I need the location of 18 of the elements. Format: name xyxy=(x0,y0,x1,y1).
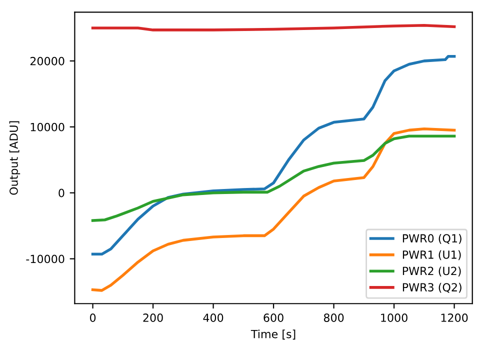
legend-label: PWR3 (Q2) xyxy=(402,282,462,293)
x-axis-title: Time [s] xyxy=(250,330,296,340)
y-tick-label: -10000 xyxy=(26,254,64,264)
x-tick-label: 400 xyxy=(203,314,224,322)
line-series xyxy=(91,134,456,222)
x-tick-label: 0 xyxy=(90,314,96,322)
x-tick-label: 1200 xyxy=(441,314,468,322)
legend-label: PWR0 (Q1) xyxy=(402,234,462,244)
legend-label: PWR2 (U2) xyxy=(402,266,461,276)
y-axis-title: Output [ADU] xyxy=(9,121,20,195)
y-tick-label: 10000 xyxy=(30,122,64,132)
x-tick-label: 600 xyxy=(264,314,284,322)
x-tick-label: 1000 xyxy=(381,314,408,322)
x-tick-label: 800 xyxy=(324,314,344,322)
legend-label: PWR1 (U1) xyxy=(402,250,461,260)
x-tick-label: 200 xyxy=(143,314,163,322)
y-tick-label: 0 xyxy=(58,188,64,198)
y-tick-label: 20000 xyxy=(30,56,64,66)
